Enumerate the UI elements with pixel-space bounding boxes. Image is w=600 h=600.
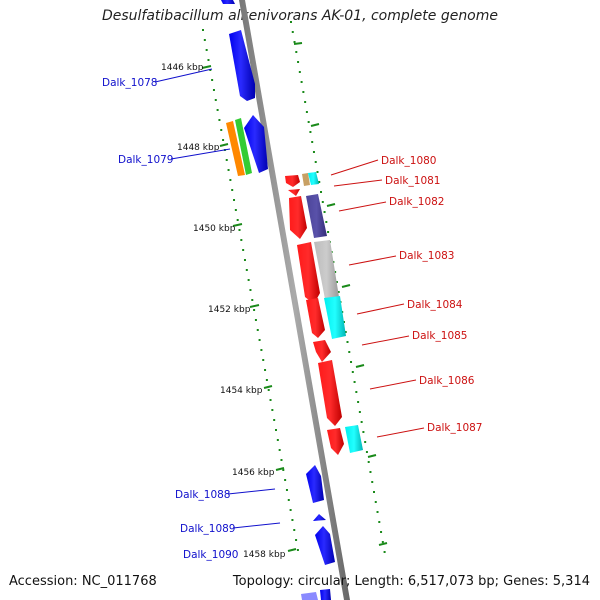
kbp-label: 1448 kbp xyxy=(177,143,220,153)
gene-arrow-1085[interactable] xyxy=(313,340,331,362)
leader-line xyxy=(369,379,417,390)
genome-summary: Topology: circular; Length: 6,517,073 bp… xyxy=(232,574,590,589)
gene-arrow-1077[interactable] xyxy=(221,0,235,4)
leader-line xyxy=(376,427,425,438)
leader-line xyxy=(361,335,410,346)
gene-arrow-1086[interactable] xyxy=(318,360,342,426)
gene-arrow-1089[interactable] xyxy=(313,514,326,521)
tick-track xyxy=(202,21,386,553)
leader-line xyxy=(333,179,383,187)
gene-label-reverse[interactable]: Dalk_1085 xyxy=(412,330,468,342)
gene-arrow-1091b[interactable] xyxy=(320,589,331,600)
forward-strand-genes xyxy=(221,0,335,600)
genome-backbone xyxy=(239,0,350,600)
gene-arrow-1080b[interactable] xyxy=(288,189,300,196)
gene-arrow-1080[interactable] xyxy=(285,175,300,187)
gene-leader-lines xyxy=(154,68,425,529)
map-title: Desulfatibacillum alkenivorans AK-01, co… xyxy=(101,8,499,24)
kbp-tick xyxy=(378,542,388,546)
kbp-tick xyxy=(201,65,212,69)
gene-label-reverse[interactable]: Dalk_1080 xyxy=(381,155,437,167)
leader-line xyxy=(154,68,213,83)
gene-label-forward[interactable]: Dalk_1078 xyxy=(102,77,158,89)
kbp-tick xyxy=(326,203,336,207)
gene-label-reverse[interactable]: Dalk_1084 xyxy=(407,299,463,311)
gene-arrow-1079-orange[interactable] xyxy=(226,121,245,176)
kbp-label: 1446 kbp xyxy=(161,63,204,73)
gene-arrow-1084[interactable] xyxy=(324,296,346,339)
leader-line xyxy=(348,255,397,266)
leader-line xyxy=(170,148,231,160)
gene-label-reverse[interactable]: Dalk_1083 xyxy=(399,250,455,262)
kbp-tick xyxy=(263,385,273,389)
gene-arrow-1082-red[interactable] xyxy=(289,196,307,239)
kbp-tick xyxy=(341,284,351,288)
gene-arrow-1083[interactable] xyxy=(314,240,339,299)
gene-arrow-1090[interactable] xyxy=(315,526,335,565)
gene-arrow-1081-tan[interactable] xyxy=(302,173,310,186)
kbp-label: 1454 kbp xyxy=(220,386,263,396)
gene-label-forward[interactable]: Dalk_1079 xyxy=(118,154,174,166)
gene-label-reverse[interactable]: Dalk_1081 xyxy=(385,175,441,187)
accession-label: Accession: NC_011768 xyxy=(9,574,157,589)
leader-line xyxy=(232,522,281,529)
gene-arrow-1083-red[interactable] xyxy=(297,242,320,304)
gene-label-reverse[interactable]: Dalk_1086 xyxy=(419,375,475,387)
kbp-tick xyxy=(367,454,377,458)
kbp-label: 1450 kbp xyxy=(193,224,236,234)
gene-label-reverse[interactable]: Dalk_1087 xyxy=(427,422,483,434)
gene-labels: Dalk_1078 Dalk_1079 Dalk_1080 Dalk_1081 … xyxy=(102,77,483,561)
leader-line xyxy=(330,159,379,176)
kbp-label: 1452 kbp xyxy=(208,305,251,315)
kbp-tick xyxy=(232,223,243,227)
gene-arrow-1079-green[interactable] xyxy=(235,118,252,175)
kbp-tick xyxy=(219,143,229,147)
leader-line xyxy=(227,488,276,495)
gene-arrow-1087[interactable] xyxy=(345,425,363,453)
gene-arrow-1078[interactable] xyxy=(229,30,255,101)
gene-label-reverse[interactable]: Dalk_1082 xyxy=(389,196,445,208)
gene-arrow-1091[interactable] xyxy=(301,592,318,600)
gene-arrow-1079[interactable] xyxy=(244,115,268,173)
gene-label-forward[interactable]: Dalk_1090 xyxy=(183,549,239,561)
gene-label-forward[interactable]: Dalk_1089 xyxy=(180,523,236,535)
gene-arrow-1087-red[interactable] xyxy=(327,428,344,455)
gene-arrow-1088[interactable] xyxy=(306,465,324,503)
gene-arrow-1084-red[interactable] xyxy=(306,298,325,338)
kbp-tick xyxy=(293,42,303,45)
kbp-tick xyxy=(287,548,297,552)
leader-line xyxy=(338,201,387,212)
kbp-tick xyxy=(249,304,260,308)
gene-arrow-1082[interactable] xyxy=(306,194,327,238)
kbp-scale: 1446 kbp 1448 kbp 1450 kbp 1452 kbp 1454… xyxy=(161,42,388,560)
reverse-strand-genes xyxy=(285,172,363,455)
kbp-tick xyxy=(275,467,285,471)
kbp-label: 1456 kbp xyxy=(232,468,275,478)
gene-label-forward[interactable]: Dalk_1088 xyxy=(175,489,231,501)
gene-arrow-1081-cyan[interactable] xyxy=(308,172,319,185)
kbp-label: 1458 kbp xyxy=(243,550,286,560)
kbp-tick xyxy=(355,364,365,368)
kbp-tick xyxy=(310,123,320,127)
leader-line xyxy=(356,303,405,315)
